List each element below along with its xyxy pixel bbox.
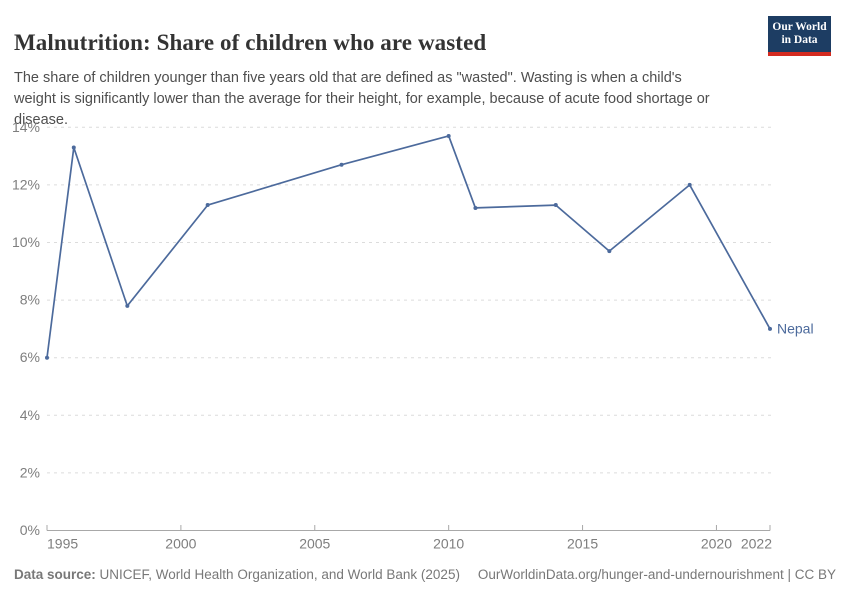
data-source-label: Data source: — [14, 567, 96, 582]
chart-footer: Data source: UNICEF, World Health Organi… — [14, 566, 836, 584]
x-axis-tick-label: 2010 — [433, 536, 464, 552]
data-point-marker[interactable] — [553, 203, 558, 208]
y-axis-tick-label: 12% — [12, 176, 40, 192]
series-end-label[interactable]: Nepal — [777, 320, 814, 336]
data-point-marker[interactable] — [339, 162, 344, 167]
x-axis-tick-label: 2022 — [741, 536, 772, 552]
data-point-marker[interactable] — [125, 303, 130, 308]
y-axis-tick-label: 4% — [20, 407, 40, 423]
data-point-marker[interactable] — [446, 133, 451, 138]
y-axis-tick-label: 8% — [20, 292, 40, 308]
data-point-marker[interactable] — [687, 182, 692, 187]
data-source-note: Data source: UNICEF, World Health Organi… — [14, 566, 460, 584]
x-axis-tick-label: 2000 — [165, 536, 196, 552]
x-axis-tick-label: 2015 — [567, 536, 598, 552]
y-axis-tick-label: 6% — [20, 349, 40, 365]
data-point-marker[interactable] — [768, 326, 772, 331]
data-source-text: UNICEF, World Health Organization, and W… — [95, 567, 460, 582]
data-point-marker[interactable] — [205, 203, 210, 208]
x-axis-tick-label: 1995 — [47, 536, 78, 552]
trend-line[interactable] — [46, 135, 771, 359]
y-axis-tick-label: 14% — [12, 119, 40, 135]
y-axis-tick-label: 0% — [20, 522, 40, 538]
x-axis-tick-label: 2005 — [299, 536, 330, 552]
data-point-marker[interactable] — [607, 249, 612, 254]
data-point-marker[interactable] — [45, 355, 49, 360]
x-axis-tick-label: 2020 — [701, 536, 732, 552]
owid-logo-line2: in Data — [781, 34, 818, 46]
line-chart[interactable]: 0% 2% 4% 6% 8% 10% 12% 14% 1995 2000 2005 2010 2015 2… — [0, 112, 850, 560]
owid-logo[interactable]: Our World in Data — [768, 16, 831, 56]
chart-subtitle: The share of children younger than five … — [14, 69, 710, 128]
data-point-marker[interactable] — [71, 145, 76, 150]
owid-url-link[interactable]: OurWorldinData.org/hunger-and-undernouri… — [477, 567, 836, 582]
chart-title: Malnutrition: Share of children who are … — [14, 30, 487, 56]
data-point-marker[interactable] — [473, 205, 478, 210]
y-axis-tick-label: 10% — [12, 234, 40, 250]
owid-logo-line1: Our World — [772, 21, 827, 33]
y-axis-tick-label: 2% — [20, 464, 40, 480]
